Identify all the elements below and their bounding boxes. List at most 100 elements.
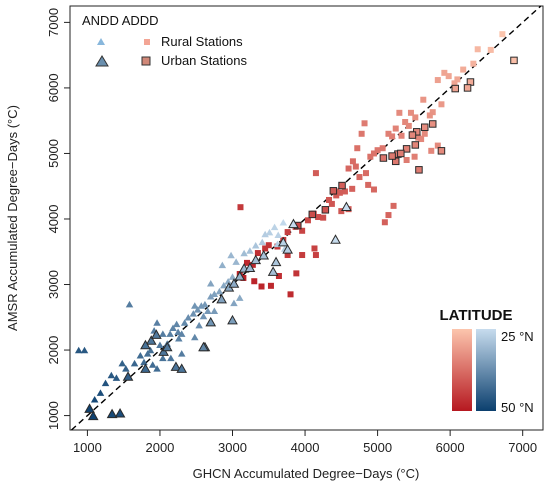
rural-andd-point <box>499 31 506 38</box>
rural-andd-point <box>333 192 340 199</box>
rural-andd-point <box>304 217 311 224</box>
rural-addd-point <box>174 328 182 335</box>
colorbar-addd-gradient <box>476 329 496 411</box>
urban-addd-point <box>198 341 209 352</box>
rural-addd-point <box>177 350 186 357</box>
rural-addd-point <box>153 319 161 326</box>
rural-andd-point <box>370 150 377 157</box>
urban-andd-point <box>308 210 317 219</box>
rural-andd-point <box>354 145 361 152</box>
rural-andd-point <box>249 261 256 268</box>
rural-andd-point <box>407 109 414 116</box>
rural-andd-point <box>336 189 343 196</box>
rural-addd-point <box>146 346 155 354</box>
rural-andd-point <box>434 142 441 149</box>
rural-addd-point <box>218 261 227 269</box>
urban-addd-point <box>267 266 279 276</box>
colorbar-bottom-label: 50 °N <box>501 400 534 415</box>
rural-andd-point <box>341 188 348 195</box>
rural-andd-point <box>267 282 274 289</box>
rural-addd-point <box>125 300 134 308</box>
rural-andd-point <box>362 170 369 177</box>
colorbar-top-label: 25 °N <box>501 329 534 344</box>
rural-addd-point <box>228 273 237 280</box>
rural-addd-point <box>191 302 199 309</box>
rural-andd-point <box>237 204 244 211</box>
rural-andd-point <box>312 252 319 259</box>
rural-addd-point <box>177 330 186 337</box>
rural-addd-point <box>193 306 202 313</box>
urban-andd-point <box>428 120 437 128</box>
rural-addd-point <box>201 300 209 308</box>
x-tick-label: 1000 <box>73 440 102 455</box>
rural-andd-point <box>325 196 332 203</box>
rural-addd-point <box>90 395 99 403</box>
legend-label-urban: Urban Stations <box>161 53 247 68</box>
latitude-colorbar: LATITUDE 25 °N 50 °N <box>439 307 533 415</box>
rural-addd-point <box>143 350 152 357</box>
rural-addd-point <box>189 310 198 317</box>
urban-addd-point <box>250 254 262 265</box>
rural-andd-point <box>349 158 356 165</box>
urban-andd-point <box>379 154 388 162</box>
urban-andd-point <box>329 187 338 195</box>
legend-triangle-rural <box>97 38 105 45</box>
rural-andd-point <box>370 186 377 193</box>
rural-addd-point <box>180 319 189 326</box>
rural-andd-point <box>470 60 477 67</box>
rural-addd-point <box>80 346 89 354</box>
rural-addd-point <box>227 251 235 259</box>
urban-andd-point <box>408 131 417 139</box>
rural-andd-point <box>445 73 452 80</box>
urban-addd-point <box>228 278 240 288</box>
rural-addd-point <box>206 279 215 287</box>
rural-andd-point <box>398 132 405 139</box>
rural-addd-point <box>130 359 139 367</box>
rural-addd-point <box>107 371 116 379</box>
rural-addd-point <box>210 290 219 297</box>
legend-triangle-urban <box>95 55 109 67</box>
rural-andd-point <box>287 291 294 298</box>
rural-addd-point <box>74 346 83 354</box>
rural-andd-point <box>275 272 282 279</box>
urban-addd-point <box>258 250 270 260</box>
rural-addd-point <box>112 374 121 381</box>
rural-addd-point <box>224 277 232 285</box>
rural-andd-point <box>293 270 300 277</box>
rural-andd-point <box>358 130 365 137</box>
rural-andd-point <box>389 133 396 140</box>
rural-andd-point <box>311 245 318 252</box>
colorbar-title: LATITUDE <box>439 307 512 324</box>
rural-andd-point <box>402 118 409 125</box>
x-tick-label: 7000 <box>508 440 537 455</box>
rural-addd-point <box>159 354 167 362</box>
rural-andd-point <box>474 46 481 53</box>
urban-andd-point <box>463 84 472 92</box>
rural-andd-point <box>426 112 433 119</box>
urban-addd-point <box>122 371 134 381</box>
urban-addd-point <box>227 314 238 325</box>
rural-addd-point <box>159 330 167 337</box>
urban-addd-point <box>288 218 299 229</box>
rural-addd-point <box>210 307 219 314</box>
rural-addd-point <box>215 287 224 295</box>
rural-andd-point <box>312 170 319 177</box>
rural-andd-point <box>338 208 345 215</box>
rural-andd-point <box>454 76 461 83</box>
x-axis-title: GHCN Accumulated Degree−Days (°C) <box>193 466 420 481</box>
rural-andd-point <box>411 153 418 160</box>
urban-andd-point <box>510 56 518 65</box>
rural-addd-point <box>240 249 248 257</box>
urban-addd-point <box>170 361 182 371</box>
urban-addd-point <box>150 329 162 339</box>
rural-andd-point <box>345 165 352 172</box>
urban-addd-point <box>140 339 151 350</box>
rural-addd-point <box>206 293 215 300</box>
legend-square-rural <box>144 39 150 45</box>
rural-andd-point <box>385 212 392 219</box>
rural-andd-point <box>451 80 458 87</box>
colorbar-andd-gradient <box>452 329 472 411</box>
rural-addd-point <box>279 219 288 226</box>
rural-addd-point <box>230 299 238 307</box>
rural-addd-point <box>232 258 240 265</box>
